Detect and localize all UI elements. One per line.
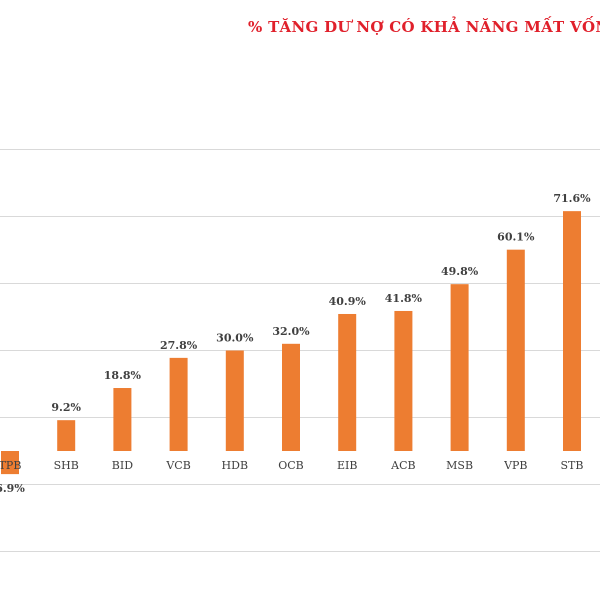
category-label-shb: SHB [54,459,79,472]
bar-stb [563,211,581,451]
value-label-ocb: 32.0% [272,325,310,338]
bar-shb [57,420,76,451]
bar-vcb [169,357,188,451]
chart-title: % TĂNG DƯ NỢ CÓ KHẢ NĂNG MẤT VỐN C [248,18,600,36]
value-label-msb: 49.8% [441,265,479,278]
bar-vpb [506,249,525,451]
bar-ocb [282,343,300,451]
bar-acb [394,310,413,451]
category-label-vpb: VPB [503,459,527,472]
value-label-shb: 9.2% [51,401,81,414]
category-label-vcb: VCB [165,459,190,472]
bars [1,211,581,475]
value-label-hdb: 30.0% [216,332,254,345]
value-label-vpb: 60.1% [497,231,535,244]
value-label-stb: 71.6% [553,192,591,205]
category-label-msb: MSB [446,459,473,472]
data-labels: 6.9% 9.2% 18.8% 27.8% 30.0% 32.0% 40.9% 41.8% 49… [0,192,591,495]
value-label-tpb: 6.9% [0,482,25,495]
bar-bid [113,388,132,451]
category-label-eib: EIB [337,459,357,472]
category-label-hdb: HDB [222,459,249,472]
bar-eib [338,313,357,451]
value-label-vcb: 27.8% [160,339,198,352]
value-label-bid: 18.8% [104,369,142,382]
category-label-stb: STB [561,459,584,472]
bar-tpb [1,451,19,475]
bar-hdb [225,350,244,451]
category-label-acb: ACB [390,459,415,472]
category-label-tpb: TPB [0,459,21,472]
category-label-bid: BID [112,459,133,472]
value-label-acb: 41.8% [385,292,423,305]
category-labels: TPB SHB BID VCB HDB OCB EIB ACB MSB VPB STB [0,459,583,472]
value-label-eib: 40.9% [329,295,367,308]
bar-msb [450,284,469,451]
category-label-ocb: OCB [278,459,304,472]
